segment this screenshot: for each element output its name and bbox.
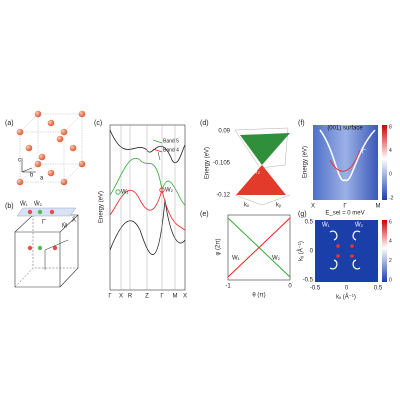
panel-label: (b) xyxy=(5,203,14,210)
panel-label: (f) xyxy=(298,120,305,127)
tick-label: -0.105 xyxy=(213,161,231,167)
tick-label: 0.09 xyxy=(218,129,230,135)
tick-label: Γ xyxy=(343,204,347,210)
panel-label: (d) xyxy=(200,120,209,127)
axis-label: Energy (eV) xyxy=(99,191,105,223)
phase-line xyxy=(227,217,291,278)
colorbar-tick: 0 xyxy=(389,277,392,283)
colorbar-tick: 8 xyxy=(389,124,392,130)
point-label: W₂ xyxy=(165,188,174,194)
lattice xyxy=(16,110,86,186)
tick-label: X xyxy=(119,294,123,300)
tick-label: Γ xyxy=(160,294,164,300)
tick-label: R xyxy=(128,294,133,300)
tick-label: Z xyxy=(145,294,149,300)
point-label: W₂ xyxy=(272,256,281,262)
fermi-arcs xyxy=(329,230,361,270)
colorbar-tick: 0 xyxy=(389,172,392,178)
panel-label: (a) xyxy=(5,120,14,127)
axis-label: kᵧ xyxy=(276,203,281,209)
axis-label: Energy (eV) xyxy=(303,146,309,178)
atom xyxy=(56,135,64,143)
annotation: Γ̄ xyxy=(362,150,366,156)
panel-label: (c) xyxy=(94,120,102,127)
axis-label: kᵧ (Å⁻¹) xyxy=(298,241,305,261)
atom xyxy=(38,153,46,161)
colorbar-tick: 2 xyxy=(389,258,392,264)
plot-frame xyxy=(227,214,291,281)
colorbar-tick: 4 xyxy=(389,148,392,154)
colorbar-tick: 4 xyxy=(389,239,392,245)
axis-label: Energy (eV) xyxy=(205,147,211,179)
brillouin-zone xyxy=(14,207,79,288)
axis-label: c xyxy=(18,158,21,164)
tick-label: -0.5 xyxy=(303,278,314,284)
point-label: W̄₂ xyxy=(355,222,364,229)
axis-label: φ (2π) xyxy=(216,238,222,255)
axis-label: b xyxy=(30,173,34,179)
axis-label: kₓ (Å⁻¹) xyxy=(336,294,356,301)
axis-label: kₓ xyxy=(244,203,249,209)
tick-label: 0.5 xyxy=(374,286,383,292)
cone xyxy=(234,127,291,206)
tick-label: X xyxy=(311,204,315,210)
atom xyxy=(47,119,55,127)
point-label: W₁ xyxy=(232,256,240,262)
tick-label: 0.5 xyxy=(305,220,314,226)
panel-label: (g) xyxy=(298,211,307,218)
weyl-point xyxy=(115,189,121,195)
heatmap xyxy=(315,220,378,282)
point-label: W₁ xyxy=(121,190,129,196)
point-label: X̄ xyxy=(72,217,76,224)
legend-entry: Band 5 xyxy=(163,138,179,144)
tick-label: 0 xyxy=(288,284,292,290)
axis-label: a xyxy=(40,176,44,182)
cell-edge xyxy=(19,113,83,183)
heatmap xyxy=(313,125,378,200)
panel-title: (001) surface xyxy=(327,126,363,132)
tick-label: X xyxy=(183,294,187,300)
point-label: M̄ xyxy=(62,223,67,230)
band-lines xyxy=(109,125,186,290)
colorbar-tick: -2 xyxy=(389,195,394,201)
panel-label: (e) xyxy=(200,211,209,218)
atom xyxy=(78,110,86,118)
colorbar-tick: 6 xyxy=(389,219,392,225)
tick-label: Γ xyxy=(108,294,112,300)
atom xyxy=(69,144,77,152)
atom xyxy=(25,144,33,152)
atom xyxy=(47,169,55,177)
colorbar xyxy=(382,125,387,200)
axis-arrow xyxy=(21,158,36,173)
point-label: Γ̄ xyxy=(42,220,46,226)
point-label: W̄₁ xyxy=(322,222,330,229)
axis-label: θ (π) xyxy=(252,293,265,299)
legend-entry: Band 4 xyxy=(163,147,179,153)
point-label: W̄₂ xyxy=(34,201,43,208)
tick-label: -0.5 xyxy=(310,286,321,292)
tick-label: M xyxy=(376,204,381,210)
point-label: W̄₁ xyxy=(20,201,28,208)
panel-title: E_sel = 0 meV xyxy=(325,211,364,217)
point-label: W₂ xyxy=(252,170,261,176)
tick-label: 0 xyxy=(310,249,314,255)
colorbar xyxy=(382,220,387,282)
tick-label: -0.12 xyxy=(216,193,230,199)
plot-frame xyxy=(109,124,186,291)
tick-label: 0 xyxy=(345,286,349,292)
weyl-point xyxy=(159,187,165,193)
tick-label: -1 xyxy=(225,284,231,290)
tick-label: M xyxy=(173,294,178,300)
